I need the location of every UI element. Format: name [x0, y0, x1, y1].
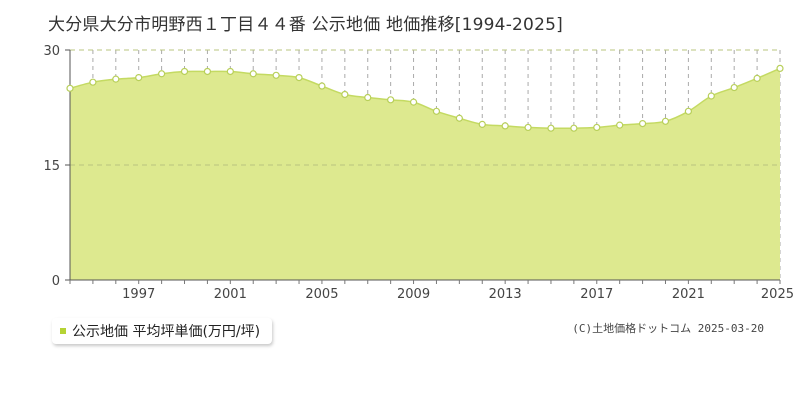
data-point: [524, 123, 532, 132]
data-point: [638, 119, 647, 128]
data-point: [684, 107, 692, 115]
data-point: [249, 70, 257, 78]
y-tick-label: 15: [43, 159, 60, 174]
data-point: [776, 64, 784, 73]
data-point: [226, 67, 234, 76]
legend-label: 公示地価 平均坪単価(万円/坪): [72, 324, 261, 340]
data-point: [66, 84, 74, 92]
data-point: [661, 117, 670, 125]
x-tick-label: 2001: [214, 287, 247, 302]
x-tick-label: 2013: [489, 287, 522, 302]
data-point: [89, 78, 97, 86]
x-tick-label: 2017: [580, 287, 613, 302]
data-point: [272, 71, 280, 79]
data-point: [295, 73, 303, 82]
data-point: [593, 123, 601, 132]
data-point: [616, 121, 624, 129]
series-area: [70, 68, 780, 281]
data-point: [341, 90, 349, 99]
data-point: [730, 83, 738, 92]
data-point: [318, 82, 326, 90]
legend-swatch-icon: [60, 328, 66, 334]
x-tick-label: 2009: [397, 287, 430, 302]
legend: 公示地価 平均坪単価(万円/坪): [52, 318, 273, 344]
data-point: [501, 122, 509, 130]
data-point: [409, 98, 418, 106]
y-tick-label: 0: [52, 274, 60, 289]
data-point: [180, 67, 189, 76]
label-layer: 0 15 30 1997 2001 2005 2009 2013 2017 2021 2025: [43, 44, 794, 302]
y-tick-label: 30: [43, 44, 60, 59]
data-point: [547, 124, 555, 132]
area-layer: [69, 49, 781, 281]
data-point: [570, 124, 578, 132]
x-tick-label: 2005: [305, 287, 338, 302]
x-tick-label: 1997: [122, 287, 155, 302]
data-point: [364, 93, 372, 102]
data-point: [753, 74, 761, 82]
data-point: [135, 73, 143, 82]
x-tick-label: 2025: [761, 287, 794, 302]
copyright-text: (C)土地価格ドットコム 2025-03-20: [572, 322, 764, 335]
chart-title: 大分県大分市明野西１丁目４４番 公示地価 地価推移[1994-2025]: [48, 15, 563, 35]
data-point: [455, 114, 463, 122]
x-tick-label: 2021: [672, 287, 705, 302]
data-point: [387, 96, 395, 104]
marker-layer: [66, 64, 784, 132]
data-point: [158, 70, 166, 78]
data-point: [707, 92, 715, 100]
data-point: [478, 120, 486, 128]
data-point: [203, 67, 212, 76]
data-point: [112, 75, 120, 83]
data-point: [432, 107, 441, 115]
